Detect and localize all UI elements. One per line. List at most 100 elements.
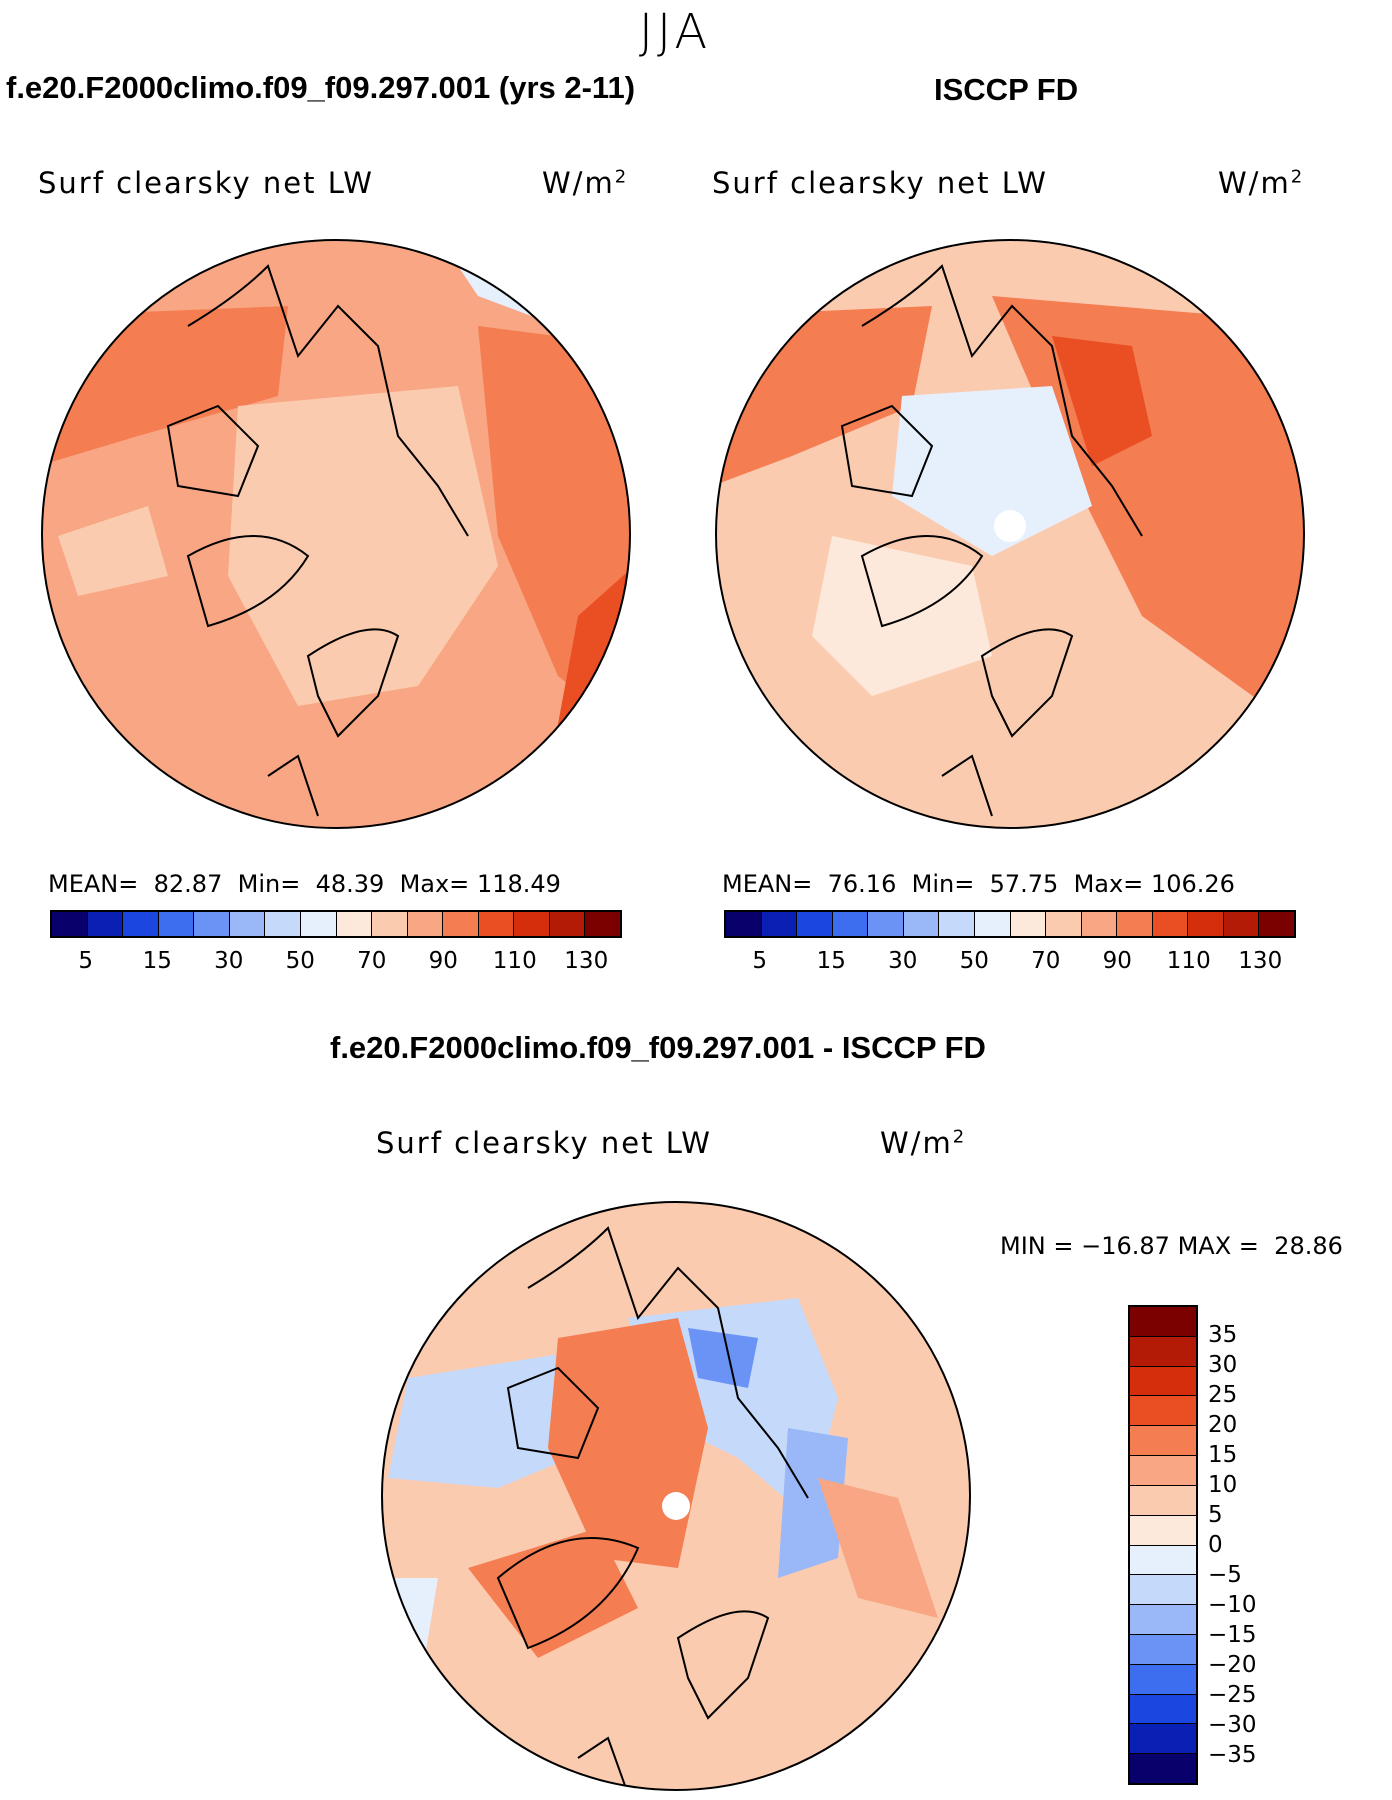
colorbar-swatch bbox=[726, 912, 761, 936]
colorbar-tick-label: 0 bbox=[1208, 1532, 1223, 1558]
colorbar-tick-label: −30 bbox=[1208, 1712, 1257, 1738]
colorbar-swatch bbox=[193, 912, 229, 936]
obs-colorbar bbox=[724, 910, 1296, 938]
colorbar-tick-label: 20 bbox=[1208, 1412, 1238, 1438]
obs-stats: MEAN= 76.16 Min= 57.75 Max= 106.26 bbox=[722, 870, 1235, 898]
colorbar-swatch bbox=[86, 912, 123, 936]
obs-warm-region-east bbox=[992, 296, 1304, 736]
difference-coastlines bbox=[496, 1226, 809, 1790]
obs-map-boundary bbox=[715, 239, 1305, 829]
colorbar-swatch bbox=[264, 912, 300, 936]
colorbar-tick-label: 30 bbox=[1208, 1352, 1238, 1378]
model-arctic-ocean-region bbox=[228, 386, 498, 706]
difference-panel-title: f.e20.F2000climo.f09_f09.297.001 - ISCCP… bbox=[330, 1030, 986, 1065]
colorbar-tick-label: 30 bbox=[888, 948, 918, 974]
colorbar-tick-label: 90 bbox=[428, 948, 458, 974]
model-map-boundary bbox=[41, 239, 631, 829]
model-coastlines bbox=[166, 264, 469, 817]
difference-warm-region-east bbox=[818, 1478, 938, 1618]
colorbar-swatch bbox=[406, 912, 443, 936]
obs-panel-title: ISCCP FD bbox=[934, 72, 1079, 107]
obs-units-label: W/m2 bbox=[1218, 166, 1305, 200]
colorbar-tick-label: 90 bbox=[1102, 948, 1132, 974]
colorbar-swatch bbox=[1187, 912, 1223, 936]
difference-warm-region-greenland bbox=[468, 1528, 638, 1658]
colorbar-swatch bbox=[760, 912, 797, 936]
difference-missing-pole bbox=[662, 1492, 690, 1520]
colorbar-swatch bbox=[1258, 912, 1294, 936]
difference-colorbar-ticks: 35 30 25 20 15 10 5 0 −5 −10 −15 −20 −25 −30 −35 bbox=[1208, 1305, 1288, 1785]
colorbar-tick-label: 130 bbox=[564, 948, 609, 974]
colorbar-swatch bbox=[477, 912, 514, 936]
colorbar-tick-label: 10 bbox=[1208, 1472, 1238, 1498]
colorbar-swatch bbox=[1222, 912, 1259, 936]
colorbar-tick-label: 15 bbox=[1208, 1442, 1238, 1468]
difference-units-label: W/m2 bbox=[880, 1126, 967, 1160]
colorbar-tick-label: 130 bbox=[1238, 948, 1283, 974]
colorbar-swatch bbox=[1130, 1425, 1196, 1456]
difference-polar-map bbox=[381, 1201, 971, 1791]
obs-cool-region-arctic bbox=[892, 386, 1092, 556]
difference-colorbar bbox=[1128, 1305, 1198, 1785]
difference-variable-label: Surf clearsky net LW bbox=[376, 1126, 712, 1160]
colorbar-tick-label: 25 bbox=[1208, 1382, 1238, 1408]
colorbar-swatch bbox=[1130, 1395, 1196, 1426]
colorbar-swatch bbox=[1130, 1604, 1196, 1634]
colorbar-tick-label: −25 bbox=[1208, 1682, 1257, 1708]
colorbar-tick-label: 30 bbox=[214, 948, 244, 974]
model-stats: MEAN= 82.87 Min= 48.39 Max= 118.49 bbox=[48, 870, 561, 898]
colorbar-swatch bbox=[548, 912, 585, 936]
colorbar-swatch bbox=[1151, 912, 1188, 936]
model-colorbar bbox=[50, 910, 622, 938]
obs-coastlines bbox=[840, 264, 1143, 817]
colorbar-swatch bbox=[442, 912, 478, 936]
model-hudson-bay-region bbox=[58, 506, 168, 596]
colorbar-tick-label: 5 bbox=[78, 948, 94, 974]
colorbar-swatch bbox=[584, 912, 620, 936]
colorbar-swatch bbox=[299, 912, 336, 936]
colorbar-swatch bbox=[335, 912, 372, 936]
model-colorbar-ticks: 5 15 30 50 70 90 110 130 bbox=[50, 948, 622, 978]
colorbar-tick-label: 15 bbox=[816, 948, 846, 974]
colorbar-swatch bbox=[1130, 1723, 1196, 1754]
difference-stats: MIN = −16.87 MAX = 28.86 bbox=[1000, 1232, 1343, 1260]
model-units-label: W/m2 bbox=[542, 166, 629, 200]
colorbar-swatch bbox=[1130, 1484, 1196, 1515]
colorbar-swatch bbox=[371, 912, 407, 936]
colorbar-swatch bbox=[1045, 912, 1081, 936]
model-polar-map bbox=[41, 239, 631, 829]
colorbar-tick-label: −20 bbox=[1208, 1652, 1257, 1678]
model-variable-label: Surf clearsky net LW bbox=[38, 166, 374, 200]
colorbar-swatch bbox=[513, 912, 549, 936]
colorbar-swatch bbox=[867, 912, 903, 936]
colorbar-swatch bbox=[902, 912, 939, 936]
colorbar-tick-label: −35 bbox=[1208, 1742, 1257, 1768]
colorbar-swatch bbox=[1080, 912, 1117, 936]
colorbar-swatch bbox=[796, 912, 832, 936]
colorbar-swatch bbox=[122, 912, 158, 936]
difference-map-boundary bbox=[381, 1201, 971, 1791]
colorbar-tick-label: 35 bbox=[1208, 1322, 1238, 1348]
colorbar-swatch bbox=[831, 912, 868, 936]
colorbar-tick-label: 50 bbox=[285, 948, 315, 974]
colorbar-tick-label: 70 bbox=[357, 948, 387, 974]
colorbar-tick-label: 15 bbox=[142, 948, 172, 974]
season-title: JJA bbox=[638, 4, 712, 60]
colorbar-swatch bbox=[228, 912, 265, 936]
colorbar-tick-label: −15 bbox=[1208, 1622, 1257, 1648]
colorbar-tick-label: 70 bbox=[1031, 948, 1061, 974]
model-panel-title: f.e20.F2000climo.f09_f09.297.001 (yrs 2-… bbox=[6, 70, 636, 105]
colorbar-tick-label: 50 bbox=[959, 948, 989, 974]
colorbar-swatch bbox=[1009, 912, 1046, 936]
colorbar-tick-label: 5 bbox=[1208, 1502, 1223, 1528]
colorbar-swatch bbox=[1130, 1455, 1196, 1485]
colorbar-swatch bbox=[1130, 1633, 1196, 1664]
difference-strong-cool-region bbox=[688, 1328, 758, 1388]
colorbar-tick-label: −10 bbox=[1208, 1592, 1257, 1618]
colorbar-swatch bbox=[157, 912, 194, 936]
colorbar-swatch bbox=[1130, 1574, 1196, 1605]
obs-variable-label: Surf clearsky net LW bbox=[712, 166, 1048, 200]
obs-missing-pole bbox=[994, 510, 1026, 542]
colorbar-tick-label: 110 bbox=[1166, 948, 1211, 974]
colorbar-tick-label: 110 bbox=[492, 948, 537, 974]
